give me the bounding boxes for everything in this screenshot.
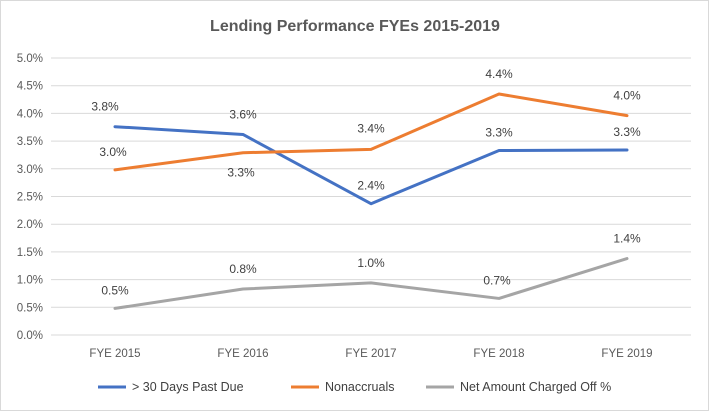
x-tick-label: FYE 2017: [345, 348, 396, 360]
data-label: 3.4%: [357, 121, 385, 135]
y-tick-label: 4.5%: [17, 81, 43, 93]
y-tick-label: 2.0%: [17, 219, 43, 231]
data-label: 3.0%: [99, 145, 127, 159]
data-label: 3.6%: [229, 107, 257, 121]
series-line: [113, 125, 629, 206]
axes: 0.0% 0.5% 1.0% 1.5% 2.0% 2.5% 3.0% 3.5% 4.0% 4.5%…: [17, 53, 653, 360]
data-label: 2.4%: [357, 179, 385, 193]
y-tick-label: 0.0%: [17, 330, 43, 342]
data-label: 0.8%: [229, 262, 257, 276]
legend-label: Nonaccruals: [325, 380, 394, 394]
series-lines: [113, 92, 629, 310]
x-tick-label: FYE 2015: [89, 348, 140, 360]
data-label: 1.4%: [613, 232, 641, 246]
x-tick-label: FYE 2016: [217, 348, 268, 360]
data-label: 3.8%: [91, 100, 119, 114]
data-label: 3.3%: [613, 125, 641, 139]
chart-title: Lending Performance FYEs 2015-2019: [210, 18, 500, 35]
gridlines: [51, 57, 691, 336]
data-label: 3.3%: [485, 126, 513, 140]
series-line: [113, 92, 629, 172]
data-label: 1.0%: [357, 256, 385, 270]
y-tick-label: 1.0%: [17, 275, 43, 287]
data-label: 4.4%: [485, 67, 513, 81]
data-label: 4.0%: [613, 89, 641, 103]
y-tick-label: 3.5%: [17, 136, 43, 148]
legend-label: Net Amount Charged Off %: [460, 380, 611, 394]
y-tick-label: 4.0%: [17, 108, 43, 120]
legend: > 30 Days Past Due Nonaccruals Net Amount …: [98, 380, 611, 394]
legend-label: > 30 Days Past Due: [132, 380, 244, 394]
y-tick-label: 3.0%: [17, 164, 43, 176]
y-tick-label: 0.5%: [17, 302, 43, 314]
x-tick-label: FYE 2019: [601, 348, 652, 360]
data-label: 0.7%: [483, 273, 511, 287]
series-line: [113, 257, 629, 310]
y-tick-label: 1.5%: [17, 247, 43, 259]
x-tick-label: FYE 2018: [473, 348, 524, 360]
data-labels: 3.8% 3.6% 2.4% 3.3% 3.3% 3.0% 3.3% 3.4% 4.4% 4.0%…: [91, 67, 641, 297]
data-label: 3.3%: [227, 166, 255, 180]
data-label: 0.5%: [101, 283, 129, 297]
y-tick-label: 2.5%: [17, 192, 43, 204]
y-tick-label: 5.0%: [17, 53, 43, 65]
